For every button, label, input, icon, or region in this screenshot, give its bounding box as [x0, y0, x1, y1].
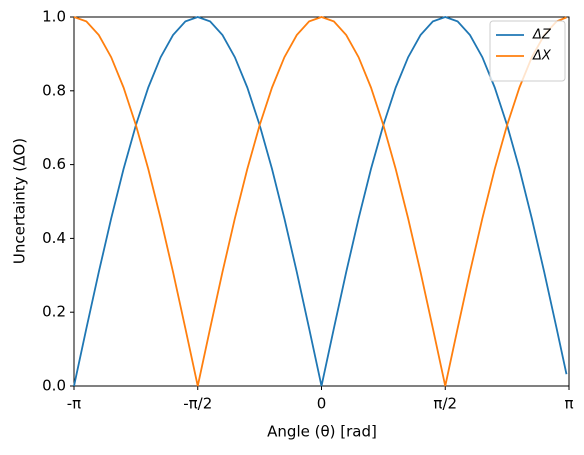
y-tick-label: 0.6	[42, 155, 66, 173]
y-tick-label: 0.8	[42, 81, 66, 99]
y-tick-label: 0.2	[42, 303, 66, 321]
y-tick-label: 0.4	[42, 229, 66, 247]
x-tick-label: -π/2	[183, 395, 212, 413]
x-tick-label: π/2	[433, 395, 457, 413]
y-tick-label: 1.0	[42, 8, 66, 26]
y-tick-label: 0.0	[42, 377, 66, 395]
series-line	[73, 16, 568, 387]
x-tick-label: -π	[67, 395, 81, 413]
x-tick-label: π	[564, 395, 573, 413]
series-line	[73, 16, 567, 387]
legend-box	[489, 20, 566, 82]
legend-label: ΔX	[532, 49, 552, 64]
legend-label: ΔZ	[532, 28, 552, 43]
x-tick-label: 0	[317, 395, 327, 413]
x-axis-label: Angle (θ) [rad]	[267, 423, 377, 441]
y-axis-label: Uncertainty (ΔO)	[11, 138, 29, 264]
